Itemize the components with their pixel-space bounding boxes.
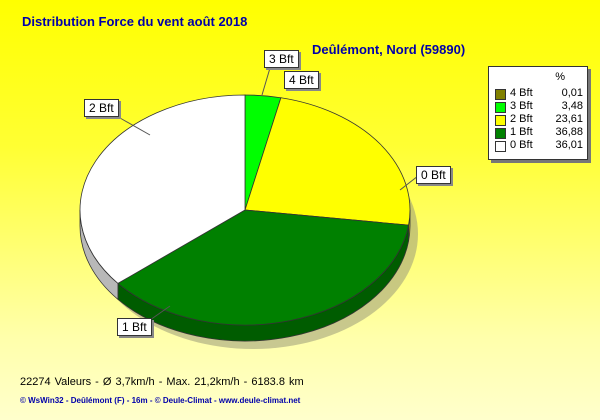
slice-label-4-bft: 4 Bft bbox=[284, 71, 319, 89]
legend-unit-header: % bbox=[555, 71, 565, 83]
legend-value: 23,61 bbox=[555, 113, 583, 125]
legend-value: 36,88 bbox=[555, 126, 583, 138]
slice-label-2-bft: 2 Bft bbox=[84, 99, 119, 117]
pie-slice-0-bft bbox=[79, 94, 246, 284]
chart-title: Distribution Force du vent août 2018 bbox=[22, 14, 248, 29]
footer-credits: © WsWin32 - Deûlémont (F) - 16m - © Deul… bbox=[20, 396, 301, 405]
legend-swatch bbox=[495, 141, 506, 152]
legend-item-1-bft: 1 Bft 36,88 bbox=[495, 126, 583, 139]
leader-line bbox=[399, 175, 419, 191]
slice-label-0-bft: 0 Bft bbox=[416, 166, 451, 184]
legend-value: 36,01 bbox=[555, 139, 583, 151]
stats-line: 22274 Valeurs - Ø 3,7km/h - Max. 21,2km/… bbox=[20, 376, 304, 388]
legend-label: 2 Bft bbox=[510, 113, 533, 125]
legend-label: 0 Bft bbox=[510, 139, 533, 151]
chart-subtitle: Deûlémont, Nord (59890) bbox=[312, 42, 466, 57]
legend-value: 0,01 bbox=[561, 87, 583, 99]
legend-value: 3,48 bbox=[561, 100, 583, 112]
legend-label: 1 Bft bbox=[510, 126, 533, 138]
legend-swatch bbox=[495, 128, 506, 139]
legend-item-3-bft: 3 Bft 3,48 bbox=[495, 100, 583, 113]
legend-item-4-bft: 4 Bft 0,01 bbox=[495, 87, 583, 100]
legend-item-2-bft: 2 Bft 23,61 bbox=[495, 113, 583, 126]
leader-line bbox=[261, 67, 271, 96]
legend-swatch bbox=[495, 115, 506, 126]
legend-item-0-bft: 0 Bft 36,01 bbox=[495, 139, 583, 152]
pie-slice-1-bft bbox=[117, 209, 410, 326]
legend-label: 3 Bft bbox=[510, 100, 533, 112]
pie-slice-2-bft bbox=[244, 97, 411, 226]
leader-line bbox=[149, 305, 171, 321]
legend-label: 4 Bft bbox=[510, 87, 533, 99]
slice-label-1-bft: 1 Bft bbox=[117, 318, 152, 336]
slice-label-3-bft: 3 Bft bbox=[264, 50, 299, 68]
chart-legend: % 4 Bft 0,01 3 Bft 3,48 2 Bft 23,61 1 Bf… bbox=[488, 66, 588, 160]
leader-line bbox=[119, 117, 151, 136]
legend-swatch bbox=[495, 89, 506, 100]
legend-swatch bbox=[495, 102, 506, 113]
